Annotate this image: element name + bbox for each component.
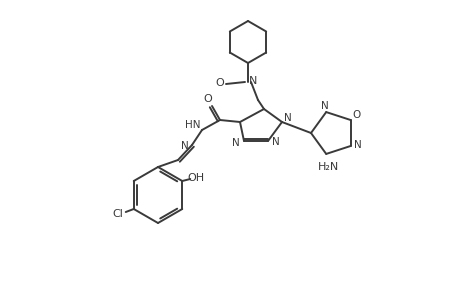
Text: OH: OH (187, 173, 204, 183)
Text: N: N (284, 113, 291, 123)
Text: N: N (232, 138, 239, 148)
Text: N: N (353, 140, 361, 150)
Text: N: N (181, 141, 189, 151)
Text: O: O (352, 110, 360, 120)
Text: O: O (215, 78, 224, 88)
Text: N: N (272, 137, 279, 147)
Text: HN: HN (185, 120, 200, 130)
Text: O: O (203, 94, 212, 104)
Text: Cl: Cl (112, 209, 123, 219)
Text: N: N (248, 76, 257, 86)
Text: N: N (321, 101, 328, 111)
Text: H₂N: H₂N (317, 162, 338, 172)
